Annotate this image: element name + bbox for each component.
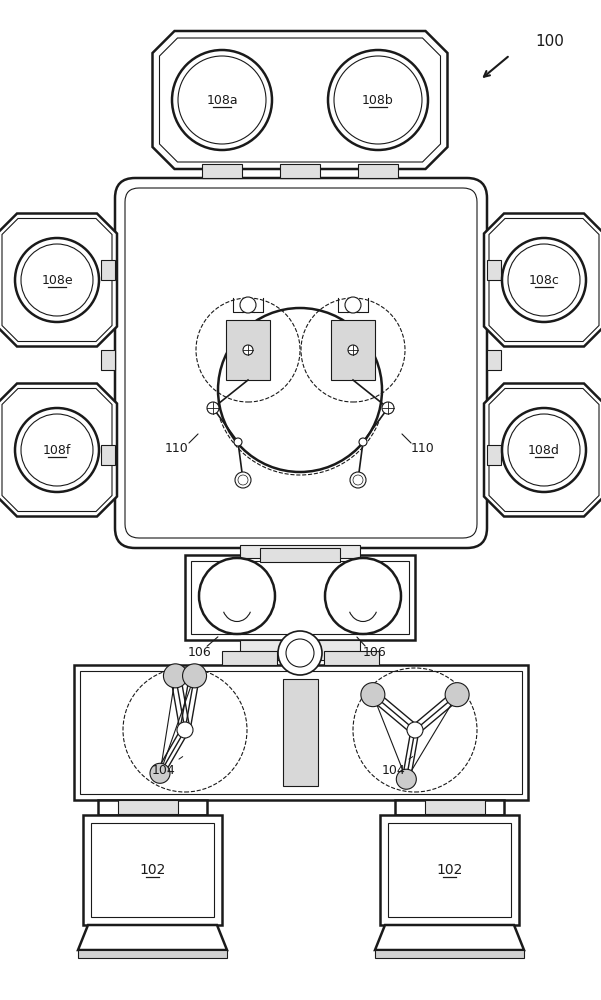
Bar [388,823,511,917]
Circle shape [21,244,93,316]
Circle shape [172,50,272,150]
Circle shape [445,683,469,707]
Bar [185,555,415,640]
Circle shape [508,414,580,486]
Bar [331,320,375,380]
Circle shape [183,664,207,688]
Polygon shape [153,31,448,169]
Text: 106: 106 [363,646,387,658]
Text: 108d: 108d [528,444,560,456]
Polygon shape [2,219,112,342]
Bar [101,260,115,280]
Bar [240,640,360,660]
Text: 108c: 108c [528,273,560,286]
Circle shape [502,238,586,322]
Bar [91,823,214,917]
Bar [487,260,501,280]
Circle shape [359,438,367,446]
Circle shape [235,472,251,488]
Polygon shape [375,925,524,950]
Circle shape [243,345,253,355]
Bar [226,320,270,380]
Bar [487,350,501,370]
Text: 100: 100 [535,34,564,49]
Circle shape [508,244,580,316]
Bar [487,445,501,465]
Bar [380,815,519,925]
Text: 108b: 108b [362,94,394,106]
Bar [324,651,379,665]
Circle shape [382,402,394,414]
Circle shape [345,297,361,313]
Bar [101,350,115,370]
Circle shape [353,475,363,485]
Bar [98,800,207,815]
Polygon shape [484,383,601,516]
FancyBboxPatch shape [125,188,477,538]
Polygon shape [78,925,227,950]
Polygon shape [2,388,112,512]
Circle shape [286,639,314,667]
Circle shape [396,769,416,789]
Circle shape [199,558,275,634]
Circle shape [328,50,428,150]
Bar [101,445,115,465]
Circle shape [207,402,219,414]
Polygon shape [159,38,441,162]
Circle shape [350,472,366,488]
Circle shape [407,722,423,738]
Text: 110: 110 [411,442,435,454]
Bar [118,800,178,814]
Text: 104: 104 [381,757,413,776]
FancyBboxPatch shape [115,178,487,548]
Circle shape [334,56,422,144]
Circle shape [502,408,586,492]
Circle shape [21,414,93,486]
Circle shape [15,238,99,322]
Bar [74,665,528,800]
Polygon shape [489,388,599,512]
Text: 110: 110 [165,442,189,454]
Bar [78,950,227,958]
Bar [375,950,524,958]
Circle shape [177,722,193,738]
Text: 106: 106 [188,646,212,658]
Text: 102: 102 [436,863,463,877]
Circle shape [234,438,242,446]
Circle shape [150,763,170,783]
Bar [425,800,485,814]
Bar [283,679,318,786]
Bar [191,561,409,634]
Bar [395,800,504,815]
Circle shape [278,631,322,675]
Text: 104: 104 [151,757,183,776]
Text: 108f: 108f [43,444,71,456]
Circle shape [15,408,99,492]
Circle shape [348,345,358,355]
Circle shape [163,664,188,688]
Circle shape [238,475,248,485]
Text: 102: 102 [139,863,166,877]
Circle shape [325,558,401,634]
Polygon shape [0,214,117,347]
Bar [358,164,398,178]
Bar [202,164,242,178]
Circle shape [240,297,256,313]
Circle shape [361,683,385,707]
Text: 108a: 108a [206,94,238,106]
Circle shape [178,56,266,144]
Bar [280,164,320,178]
Text: 108e: 108e [41,273,73,286]
Bar [222,651,277,665]
Bar [80,671,522,794]
Bar [260,548,340,562]
Bar [240,545,360,558]
Polygon shape [484,214,601,347]
Polygon shape [0,383,117,516]
Polygon shape [489,219,599,342]
Bar [83,815,222,925]
